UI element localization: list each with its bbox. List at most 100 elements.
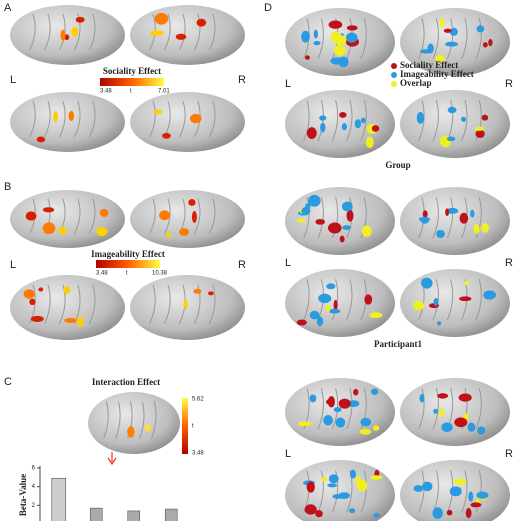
activation <box>328 474 339 484</box>
colorbar-title: Sociality Effect <box>103 66 161 76</box>
colorbar-min: 3.48 <box>96 271 108 277</box>
sulcus <box>446 197 454 239</box>
activation <box>162 132 171 139</box>
activation <box>445 41 459 47</box>
sulcus <box>418 470 425 513</box>
activation <box>488 39 493 47</box>
bar <box>164 508 178 521</box>
sulcus <box>179 13 186 51</box>
sulcus <box>208 284 216 324</box>
brain <box>400 378 510 446</box>
activation <box>63 286 71 294</box>
sulcus <box>164 13 171 51</box>
sulcus <box>475 18 482 60</box>
activation <box>467 422 476 432</box>
activation <box>99 208 109 217</box>
sulcus <box>59 100 66 138</box>
activation <box>319 115 327 121</box>
activation <box>309 310 320 320</box>
sulcus <box>303 100 310 142</box>
activation <box>29 298 36 306</box>
activation <box>454 417 468 428</box>
bar <box>51 477 67 521</box>
activation <box>68 110 75 121</box>
activation <box>355 475 361 486</box>
activation <box>42 207 55 213</box>
sulcus <box>446 279 454 321</box>
activation <box>305 55 310 60</box>
activation <box>208 291 214 296</box>
sulcus <box>149 198 156 234</box>
activation <box>127 426 135 438</box>
legend-label: Overlap <box>400 78 432 88</box>
activation <box>342 225 352 230</box>
arrow <box>107 452 117 466</box>
legend-label: Imageability Effect <box>400 69 474 79</box>
activation <box>439 17 445 28</box>
activation <box>470 502 482 508</box>
activation <box>333 299 338 311</box>
activation <box>77 316 84 328</box>
activation <box>189 113 202 124</box>
activation <box>305 203 311 210</box>
sulcus <box>29 284 36 324</box>
colorbar <box>182 398 188 454</box>
activation <box>445 208 450 216</box>
sulcus <box>331 279 339 321</box>
activation <box>191 210 197 223</box>
activation <box>420 49 433 54</box>
activation <box>437 393 449 399</box>
activation <box>481 223 489 233</box>
activation <box>413 485 424 492</box>
activation <box>320 122 326 133</box>
activation <box>458 393 472 402</box>
sulcus <box>317 197 324 239</box>
sulcus <box>44 100 51 138</box>
sulcus <box>360 100 367 142</box>
activation <box>432 507 443 519</box>
activation <box>475 129 485 139</box>
activation <box>183 299 188 310</box>
activation <box>341 201 353 212</box>
sulcus <box>151 401 157 439</box>
brain <box>285 378 395 446</box>
activation <box>321 476 327 482</box>
activation <box>470 209 475 218</box>
activation <box>159 210 170 221</box>
activation <box>360 417 372 427</box>
sulcus <box>475 100 482 142</box>
sulcus <box>432 388 439 430</box>
activation <box>25 211 37 221</box>
activation <box>154 12 169 25</box>
activation <box>328 308 341 314</box>
activation <box>144 424 152 432</box>
sulcus <box>346 100 353 142</box>
sulcus <box>58 284 66 324</box>
sulcus <box>139 401 145 439</box>
hemisphere-label: L <box>285 78 291 90</box>
brain <box>285 90 395 158</box>
activation <box>309 394 317 403</box>
sulcus <box>346 279 353 321</box>
activation <box>369 312 383 319</box>
sulcus <box>208 13 216 51</box>
hemisphere-label: L <box>10 74 16 86</box>
activation <box>418 216 431 222</box>
activation <box>297 421 312 427</box>
panel-title: Interaction Effect <box>92 377 160 387</box>
activation <box>315 510 323 518</box>
activation <box>370 475 383 480</box>
activation <box>481 114 489 121</box>
activation <box>350 469 357 479</box>
sulcus <box>88 100 96 138</box>
sulcus <box>317 470 324 513</box>
activation <box>150 30 164 36</box>
activation <box>196 18 207 27</box>
brain <box>10 92 125 152</box>
colorbar-max: 10.38 <box>152 271 168 277</box>
sulcus <box>303 279 310 321</box>
sulcus <box>360 470 367 513</box>
sulcus <box>103 401 109 439</box>
activation <box>296 319 307 326</box>
